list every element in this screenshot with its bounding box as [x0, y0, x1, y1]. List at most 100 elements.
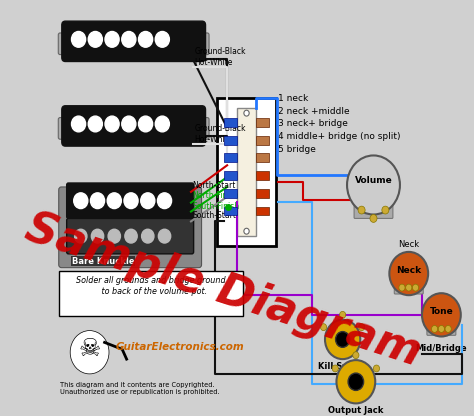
Circle shape [370, 215, 377, 223]
Text: Neck: Neck [398, 240, 419, 248]
Text: Hot-White: Hot-White [194, 58, 233, 67]
Circle shape [406, 284, 412, 291]
Circle shape [348, 373, 364, 391]
Bar [225, 118, 237, 127]
FancyBboxPatch shape [59, 270, 243, 316]
FancyBboxPatch shape [58, 118, 209, 139]
Circle shape [244, 228, 249, 234]
Circle shape [431, 325, 438, 332]
Text: Sample Diagram: Sample Diagram [20, 206, 427, 375]
Circle shape [155, 116, 169, 132]
Circle shape [332, 365, 338, 372]
FancyBboxPatch shape [67, 183, 193, 218]
Text: South-Start: South-Start [193, 211, 237, 220]
FancyBboxPatch shape [394, 277, 423, 294]
Circle shape [105, 116, 119, 132]
Circle shape [359, 324, 365, 331]
Circle shape [336, 332, 350, 347]
Bar [256, 136, 269, 145]
Circle shape [358, 206, 365, 214]
Circle shape [244, 110, 249, 116]
Circle shape [353, 352, 359, 359]
Circle shape [155, 32, 169, 47]
Circle shape [74, 229, 87, 243]
Circle shape [389, 252, 428, 295]
Bar [256, 171, 269, 180]
Text: South-Finish: South-Finish [193, 202, 240, 210]
Text: Volume: Volume [355, 176, 392, 185]
Circle shape [122, 116, 136, 132]
Text: Bare Knuckle: Bare Knuckle [72, 257, 135, 266]
Circle shape [72, 32, 86, 47]
Bar [256, 154, 269, 162]
Circle shape [91, 229, 104, 243]
Circle shape [74, 193, 88, 208]
Bar [225, 207, 237, 215]
Circle shape [142, 229, 154, 243]
Circle shape [339, 312, 346, 318]
Circle shape [125, 229, 137, 243]
Text: ☠: ☠ [78, 337, 101, 361]
FancyBboxPatch shape [427, 318, 456, 335]
Text: GuitarElectronics.com: GuitarElectronics.com [116, 342, 245, 352]
Bar [256, 189, 269, 198]
Circle shape [138, 116, 153, 132]
Circle shape [107, 193, 121, 208]
Circle shape [374, 365, 380, 372]
Text: Solder all grounds and bridge ground
   to back of the volume pot.: Solder all grounds and bridge ground to … [76, 277, 225, 296]
Text: Hot-White: Hot-White [194, 135, 233, 144]
Bar [225, 171, 237, 180]
FancyBboxPatch shape [354, 193, 393, 218]
Text: Ground-Black: Ground-Black [194, 47, 246, 56]
Circle shape [124, 193, 138, 208]
Circle shape [138, 32, 153, 47]
Circle shape [88, 116, 102, 132]
Circle shape [320, 324, 327, 331]
Text: North-Start: North-Start [193, 181, 236, 190]
Circle shape [445, 325, 451, 332]
FancyBboxPatch shape [59, 187, 201, 267]
Text: North-Finish: North-Finish [193, 191, 239, 200]
FancyBboxPatch shape [58, 33, 209, 54]
Circle shape [108, 229, 120, 243]
Circle shape [325, 320, 360, 359]
Circle shape [72, 116, 86, 132]
Circle shape [88, 32, 102, 47]
Text: This diagram and it contents are Copyrighted.
Unauthorized use or republication : This diagram and it contents are Copyrig… [61, 382, 220, 395]
Circle shape [347, 156, 400, 215]
Circle shape [382, 206, 389, 214]
Text: 5 bridge: 5 bridge [278, 145, 316, 154]
Bar [225, 154, 237, 162]
Text: 2 neck +middle: 2 neck +middle [278, 106, 350, 116]
Circle shape [122, 32, 136, 47]
Text: Tone: Tone [429, 307, 453, 316]
Circle shape [158, 229, 171, 243]
Circle shape [438, 325, 445, 332]
FancyBboxPatch shape [67, 218, 193, 254]
FancyBboxPatch shape [62, 21, 206, 62]
Text: Kill Switch: Kill Switch [318, 362, 368, 371]
Text: 3 neck+ bridge: 3 neck+ bridge [278, 119, 348, 129]
Text: Mid/Bridge: Mid/Bridge [416, 344, 467, 353]
Text: 4 middle+ bridge (no split): 4 middle+ bridge (no split) [278, 132, 401, 141]
Bar [225, 189, 237, 198]
Bar [256, 207, 269, 215]
Text: 1 neck: 1 neck [278, 94, 309, 103]
Circle shape [399, 284, 405, 291]
Text: Output Jack: Output Jack [328, 406, 383, 415]
Text: Ground-Black: Ground-Black [194, 124, 246, 133]
Text: Neck: Neck [396, 266, 421, 275]
Bar [225, 136, 237, 145]
Bar [237, 108, 256, 236]
Circle shape [105, 32, 119, 47]
Bar [256, 118, 269, 127]
FancyBboxPatch shape [62, 106, 206, 146]
Circle shape [91, 193, 105, 208]
Circle shape [141, 193, 155, 208]
Circle shape [157, 193, 172, 208]
Circle shape [70, 331, 109, 374]
Circle shape [412, 284, 419, 291]
Circle shape [337, 360, 375, 404]
Bar [218, 99, 275, 246]
Circle shape [422, 293, 461, 337]
